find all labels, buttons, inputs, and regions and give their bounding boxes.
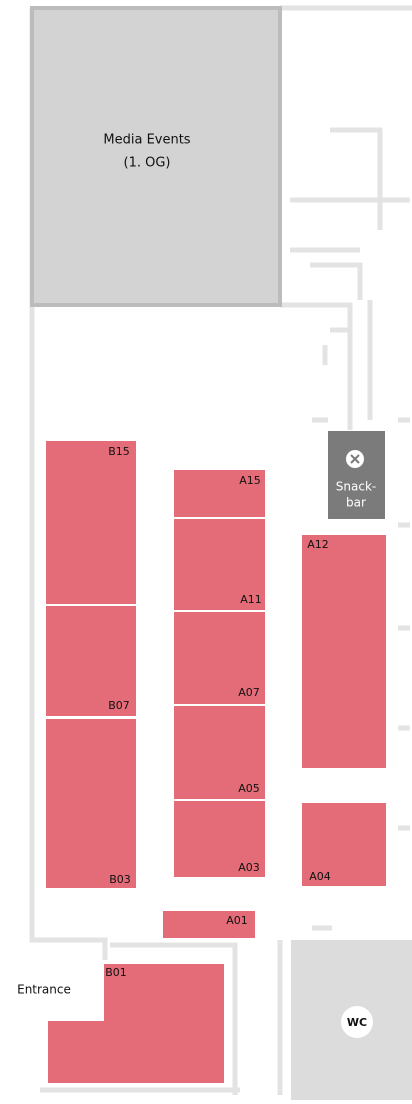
- booth[interactable]: [161, 909, 257, 940]
- booth[interactable]: [172, 517, 267, 612]
- entrance-label: Entrance: [17, 983, 71, 997]
- booth-label: A15: [239, 474, 261, 487]
- booth[interactable]: [172, 610, 267, 706]
- booth-label: A03: [238, 861, 260, 874]
- wall: [40, 940, 283, 1095]
- snackbar: [328, 431, 385, 519]
- booth[interactable]: [44, 717, 138, 890]
- booth-label: A12: [307, 538, 329, 551]
- booth[interactable]: [44, 604, 138, 718]
- booth-label: B15: [108, 445, 130, 458]
- snackbar-label: Snack-: [336, 480, 376, 494]
- booth-label: A11: [240, 593, 262, 606]
- booth-label: B03: [109, 873, 131, 886]
- wc-label: WC: [347, 1016, 367, 1029]
- booth-label: A04: [309, 870, 331, 883]
- wall: [290, 127, 410, 420]
- media-events-area: [30, 6, 282, 307]
- booth-label: A05: [238, 782, 260, 795]
- media-label: Media Events: [103, 133, 190, 148]
- booth-label: A07: [238, 686, 260, 699]
- booth[interactable]: [44, 439, 138, 606]
- snackbar-label: bar: [346, 496, 366, 510]
- booth[interactable]: [172, 468, 267, 519]
- booth[interactable]: [46, 962, 226, 1085]
- walls: [29, 5, 412, 1095]
- wall: [280, 5, 412, 430]
- media-label: (1. OG): [124, 156, 171, 171]
- wall: [29, 8, 108, 960]
- booth-label: A01: [226, 914, 248, 927]
- wall: [312, 417, 410, 931]
- snack-icon: [350, 454, 360, 464]
- booth-label: B07: [108, 699, 130, 712]
- booth[interactable]: [300, 801, 388, 888]
- booth[interactable]: [172, 799, 267, 879]
- booth[interactable]: [300, 533, 388, 770]
- booth-label: B01: [105, 966, 127, 979]
- wc-badge: [341, 1006, 373, 1038]
